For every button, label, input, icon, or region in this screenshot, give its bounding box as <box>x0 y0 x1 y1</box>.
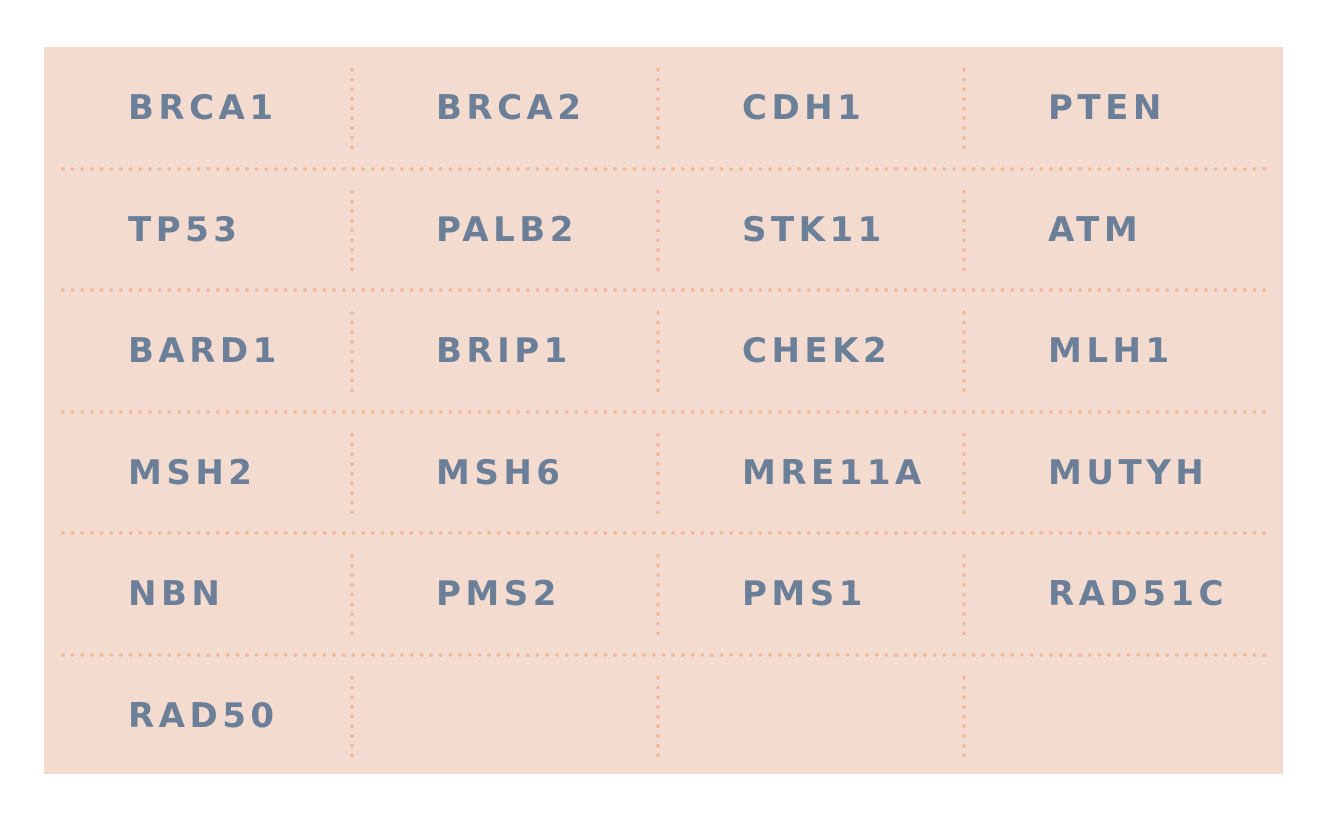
column-divider <box>350 308 354 392</box>
gene-label: RAD51C <box>1048 574 1228 614</box>
column-divider <box>962 551 966 635</box>
gene-label: MLH1 <box>1048 331 1174 371</box>
gene-label: BARD1 <box>128 331 281 371</box>
gene-grid: BRCA1 BRCA2 CDH1 PTEN TP53 PALB2 STK11 ATM BARD1… <box>44 47 1283 774</box>
gene-label: BRIP1 <box>436 331 572 371</box>
gene-cell <box>964 655 1270 777</box>
gene-cell <box>352 655 658 777</box>
gene-cell: RAD50 <box>44 655 350 777</box>
gene-cell: MSH2 <box>44 412 350 534</box>
gene-cell: STK11 <box>658 169 964 291</box>
column-divider <box>962 429 966 514</box>
column-divider <box>656 186 660 271</box>
gene-cell: BARD1 <box>44 290 350 412</box>
gene-label: PMS2 <box>436 574 561 614</box>
gene-cell: ATM <box>964 169 1270 291</box>
gene-label: MUTYH <box>1048 452 1209 493</box>
gene-label: PMS1 <box>742 574 867 614</box>
gene-cell: NBN <box>44 533 350 655</box>
column-divider <box>962 186 966 271</box>
row-divider <box>58 288 1272 292</box>
column-divider <box>962 672 966 757</box>
gene-cell <box>658 655 964 777</box>
gene-cell: TP53 <box>44 169 350 291</box>
gene-cell: PMS2 <box>352 533 658 655</box>
gene-label: ATM <box>1048 209 1143 250</box>
row-divider <box>58 166 1272 171</box>
gene-cell: MLH1 <box>964 290 1270 412</box>
gene-cell: PMS1 <box>658 533 964 655</box>
gene-cell: MRE11A <box>658 412 964 534</box>
gene-cell: RAD51C <box>964 533 1270 655</box>
gene-cell: BRIP1 <box>352 290 658 412</box>
gene-label: NBN <box>128 574 225 614</box>
gene-cell: CDH1 <box>658 47 964 169</box>
column-divider <box>962 65 966 149</box>
gene-label: BRCA1 <box>128 88 278 128</box>
gene-label: PALB2 <box>436 209 578 250</box>
gene-label: MSH2 <box>128 452 257 493</box>
row-divider <box>58 531 1272 535</box>
gene-label: BRCA2 <box>436 88 586 128</box>
column-divider <box>656 551 660 635</box>
column-divider <box>656 672 660 757</box>
gene-cell: MUTYH <box>964 412 1270 534</box>
gene-cell: PALB2 <box>352 169 658 291</box>
gene-label: MSH6 <box>436 452 565 493</box>
gene-label: TP53 <box>128 209 242 250</box>
column-divider <box>350 186 354 271</box>
gene-cell: PTEN <box>964 47 1270 169</box>
gene-label: PTEN <box>1048 88 1166 128</box>
column-divider <box>656 308 660 392</box>
column-divider <box>350 429 354 514</box>
gene-label: MRE11A <box>742 452 926 493</box>
gene-label: STK11 <box>742 209 886 250</box>
column-divider <box>962 308 966 392</box>
gene-cell: CHEK2 <box>658 290 964 412</box>
column-divider <box>656 65 660 149</box>
column-divider <box>350 672 354 757</box>
gene-label: CHEK2 <box>742 331 892 371</box>
gene-cell: BRCA2 <box>352 47 658 169</box>
gene-cell: MSH6 <box>352 412 658 534</box>
row-divider <box>58 652 1272 657</box>
gene-label: RAD50 <box>128 695 279 736</box>
row-divider <box>58 409 1272 414</box>
gene-label: CDH1 <box>742 88 866 128</box>
gene-cell: BRCA1 <box>44 47 350 169</box>
column-divider <box>350 551 354 635</box>
column-divider <box>350 65 354 149</box>
column-divider <box>656 429 660 514</box>
